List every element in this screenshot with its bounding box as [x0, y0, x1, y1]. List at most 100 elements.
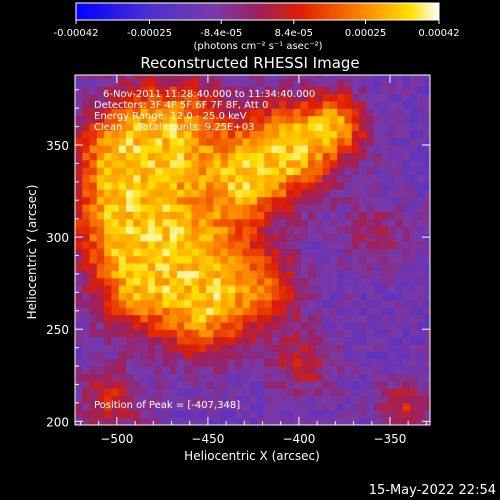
heatmap-cell: [104, 292, 112, 301]
heatmap-cell: [344, 218, 353, 227]
heatmap-cell: [424, 226, 430, 235]
heatmap-cell: [147, 130, 156, 139]
heatmap-cell: [271, 307, 280, 316]
heatmap-cell: [75, 255, 83, 264]
heatmap-cell: [169, 78, 178, 87]
heatmap-cell: [402, 321, 411, 330]
heatmap-cell: [147, 108, 156, 117]
heatmap-cell: [329, 137, 338, 146]
heatmap-cell: [191, 137, 200, 146]
heatmap-cell: [176, 86, 185, 95]
heatmap-cell: [293, 321, 302, 330]
x-tick-label: −450: [191, 432, 224, 446]
heatmap-cell: [235, 181, 244, 190]
heatmap-cell: [293, 181, 302, 190]
heatmap-cell: [293, 366, 302, 375]
heatmap-cell: [249, 417, 258, 425]
heatmap-cell: [395, 145, 404, 153]
heatmap-cell: [82, 159, 91, 168]
heatmap-cell: [300, 189, 309, 198]
heatmap-cell: [300, 395, 309, 404]
heatmap-cell: [133, 181, 142, 190]
heatmap-cell: [308, 329, 316, 338]
heatmap-cell: [227, 248, 236, 257]
heatmap-cell: [337, 233, 346, 242]
heatmap-cell: [373, 285, 382, 293]
heatmap-cell: [359, 174, 367, 183]
heatmap-cell: [82, 203, 91, 212]
heatmap-cell: [293, 262, 302, 271]
heatmap-cell: [147, 189, 156, 198]
heatmap-cell: [286, 255, 295, 264]
heatmap-cell: [322, 145, 331, 153]
heatmap-cell: [133, 270, 142, 279]
heatmap-cell: [96, 152, 105, 161]
heatmap-cell: [227, 277, 236, 286]
x-tick-label: −400: [282, 432, 315, 446]
heatmap-cell: [300, 78, 309, 87]
heatmap-cell: [133, 174, 142, 183]
heatmap-cell: [249, 410, 258, 419]
heatmap-cell: [184, 402, 193, 411]
heatmap-cell: [198, 189, 207, 198]
heatmap-cell: [359, 351, 367, 360]
heatmap-cell: [206, 373, 214, 382]
heatmap-cell: [82, 329, 91, 338]
heatmap-cell: [366, 395, 375, 404]
heatmap-cell: [402, 159, 411, 168]
heatmap-cell: [402, 203, 411, 212]
heatmap-cell: [380, 203, 389, 212]
heatmap-cell: [111, 270, 120, 279]
heatmap-cell: [242, 262, 251, 271]
heatmap-cell: [169, 277, 178, 286]
heatmap-cell: [359, 159, 367, 168]
heatmap-cell: [308, 211, 316, 220]
heatmap-cell: [235, 329, 244, 338]
heatmap-cell: [169, 181, 178, 190]
heatmap-cell: [388, 285, 396, 293]
heatmap-cell: [395, 366, 404, 375]
heatmap-cell: [169, 351, 178, 360]
heatmap-cell: [359, 285, 367, 293]
heatmap-cell: [111, 159, 120, 168]
heatmap-cell: [395, 78, 404, 87]
heatmap-cell: [220, 181, 229, 190]
heatmap-cell: [322, 351, 331, 360]
heatmap-cell: [82, 240, 91, 249]
heatmap-cell: [271, 417, 280, 425]
heatmap-cell: [344, 255, 353, 264]
heatmap-cell: [111, 100, 120, 109]
heatmap-cell: [169, 366, 178, 375]
heatmap-cell: [126, 196, 134, 205]
heatmap-cell: [417, 108, 426, 117]
heatmap-cell: [402, 115, 411, 124]
heatmap-cell: [213, 167, 222, 176]
heatmap-cell: [373, 108, 382, 117]
heatmap-cell: [264, 358, 273, 367]
heatmap-cell: [315, 358, 324, 367]
heatmap-cell: [111, 402, 120, 411]
heatmap-cell: [417, 395, 426, 404]
heatmap-cell: [337, 108, 346, 117]
heatmap-cell: [206, 321, 214, 330]
heatmap-cell: [359, 395, 367, 404]
heatmap-cell: [380, 262, 389, 271]
heatmap-cell: [344, 262, 353, 271]
heatmap-cell: [300, 93, 309, 102]
heatmap-cell: [264, 75, 273, 80]
heatmap-cell: [344, 145, 353, 153]
heatmap-cell: [380, 358, 389, 367]
heatmap-cell: [402, 86, 411, 95]
heatmap-cell: [82, 321, 91, 330]
heatmap-cell: [162, 167, 171, 176]
heatmap-cell: [126, 93, 134, 102]
heatmap-cell: [344, 152, 353, 161]
heatmap-cell: [308, 75, 316, 80]
heatmap-cell: [133, 86, 142, 95]
heatmap-cell: [351, 329, 360, 338]
heatmap-cell: [264, 100, 273, 109]
heatmap-cell: [118, 351, 127, 360]
heatmap-cell: [410, 307, 418, 316]
heatmap-cell: [417, 277, 426, 286]
